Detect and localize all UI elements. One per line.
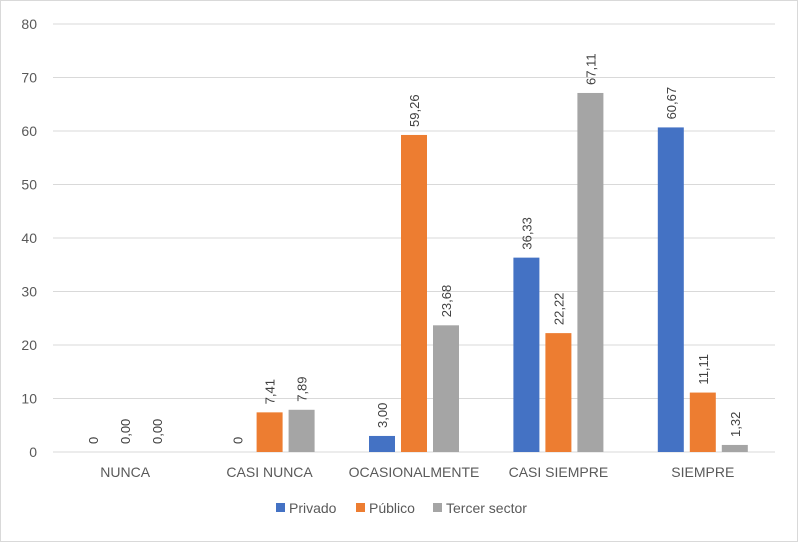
data-label: 7,41 <box>263 379 278 404</box>
bar <box>288 409 315 452</box>
bar <box>721 444 748 452</box>
legend-swatch <box>433 503 442 512</box>
bar <box>577 92 604 453</box>
y-tick-label: 40 <box>21 230 37 246</box>
y-tick-label: 10 <box>21 391 37 407</box>
data-label: 59,26 <box>407 94 422 127</box>
y-tick-label: 0 <box>29 444 37 460</box>
bar <box>689 392 716 452</box>
data-label: 0 <box>231 437 246 444</box>
data-label: 11,11 <box>696 354 711 385</box>
y-tick-label: 70 <box>21 70 37 86</box>
y-axis-ticks: 0 10 20 30 40 50 60 70 80 <box>21 16 37 460</box>
data-label: 0,00 <box>150 419 165 444</box>
x-category-label: NUNCA <box>100 464 150 480</box>
bar <box>256 412 283 452</box>
legend-swatch <box>356 503 365 512</box>
legend-label: Tercer sector <box>446 500 527 516</box>
legend-swatch <box>276 503 285 512</box>
data-label: 36,33 <box>519 217 534 250</box>
data-label: 60,67 <box>664 87 679 120</box>
data-label: 0,00 <box>118 419 133 444</box>
x-category-label: CASI SIEMPRE <box>509 464 609 480</box>
data-label: 67,11 <box>583 53 598 85</box>
data-label: 3,00 <box>375 403 390 428</box>
legend: Privado Público Tercer sector <box>276 500 527 516</box>
y-tick-label: 80 <box>21 16 37 32</box>
y-tick-label: 30 <box>21 284 37 300</box>
y-tick-label: 50 <box>21 177 37 193</box>
y-tick-label: 60 <box>21 123 37 139</box>
data-label: 1,32 <box>728 412 743 437</box>
bar <box>369 435 395 452</box>
data-label: 0 <box>86 437 101 444</box>
bar <box>545 333 572 452</box>
x-axis-categories: NUNCA CASI NUNCA OCASIONALMENTE CASI SIEMPR… <box>100 464 734 480</box>
data-label: 23,68 <box>439 285 454 318</box>
data-label: 7,89 <box>295 376 310 401</box>
bar <box>513 257 540 452</box>
bar <box>401 134 427 453</box>
data-labels: 0 0,00 0,00 0 7,41 7,89 3,00 59,26 23,68 36,33 22,… <box>86 53 743 444</box>
x-category-label: CASI NUNCA <box>226 464 313 480</box>
legend-label: Público <box>369 500 415 516</box>
bar <box>657 127 684 452</box>
bar <box>433 325 459 452</box>
data-label: 22,22 <box>551 293 566 326</box>
bars <box>256 92 748 453</box>
x-category-label: OCASIONALMENTE <box>349 464 480 480</box>
y-tick-label: 20 <box>21 337 37 353</box>
x-category-label: SIEMPRE <box>671 464 734 480</box>
legend-label: Privado <box>289 500 337 516</box>
